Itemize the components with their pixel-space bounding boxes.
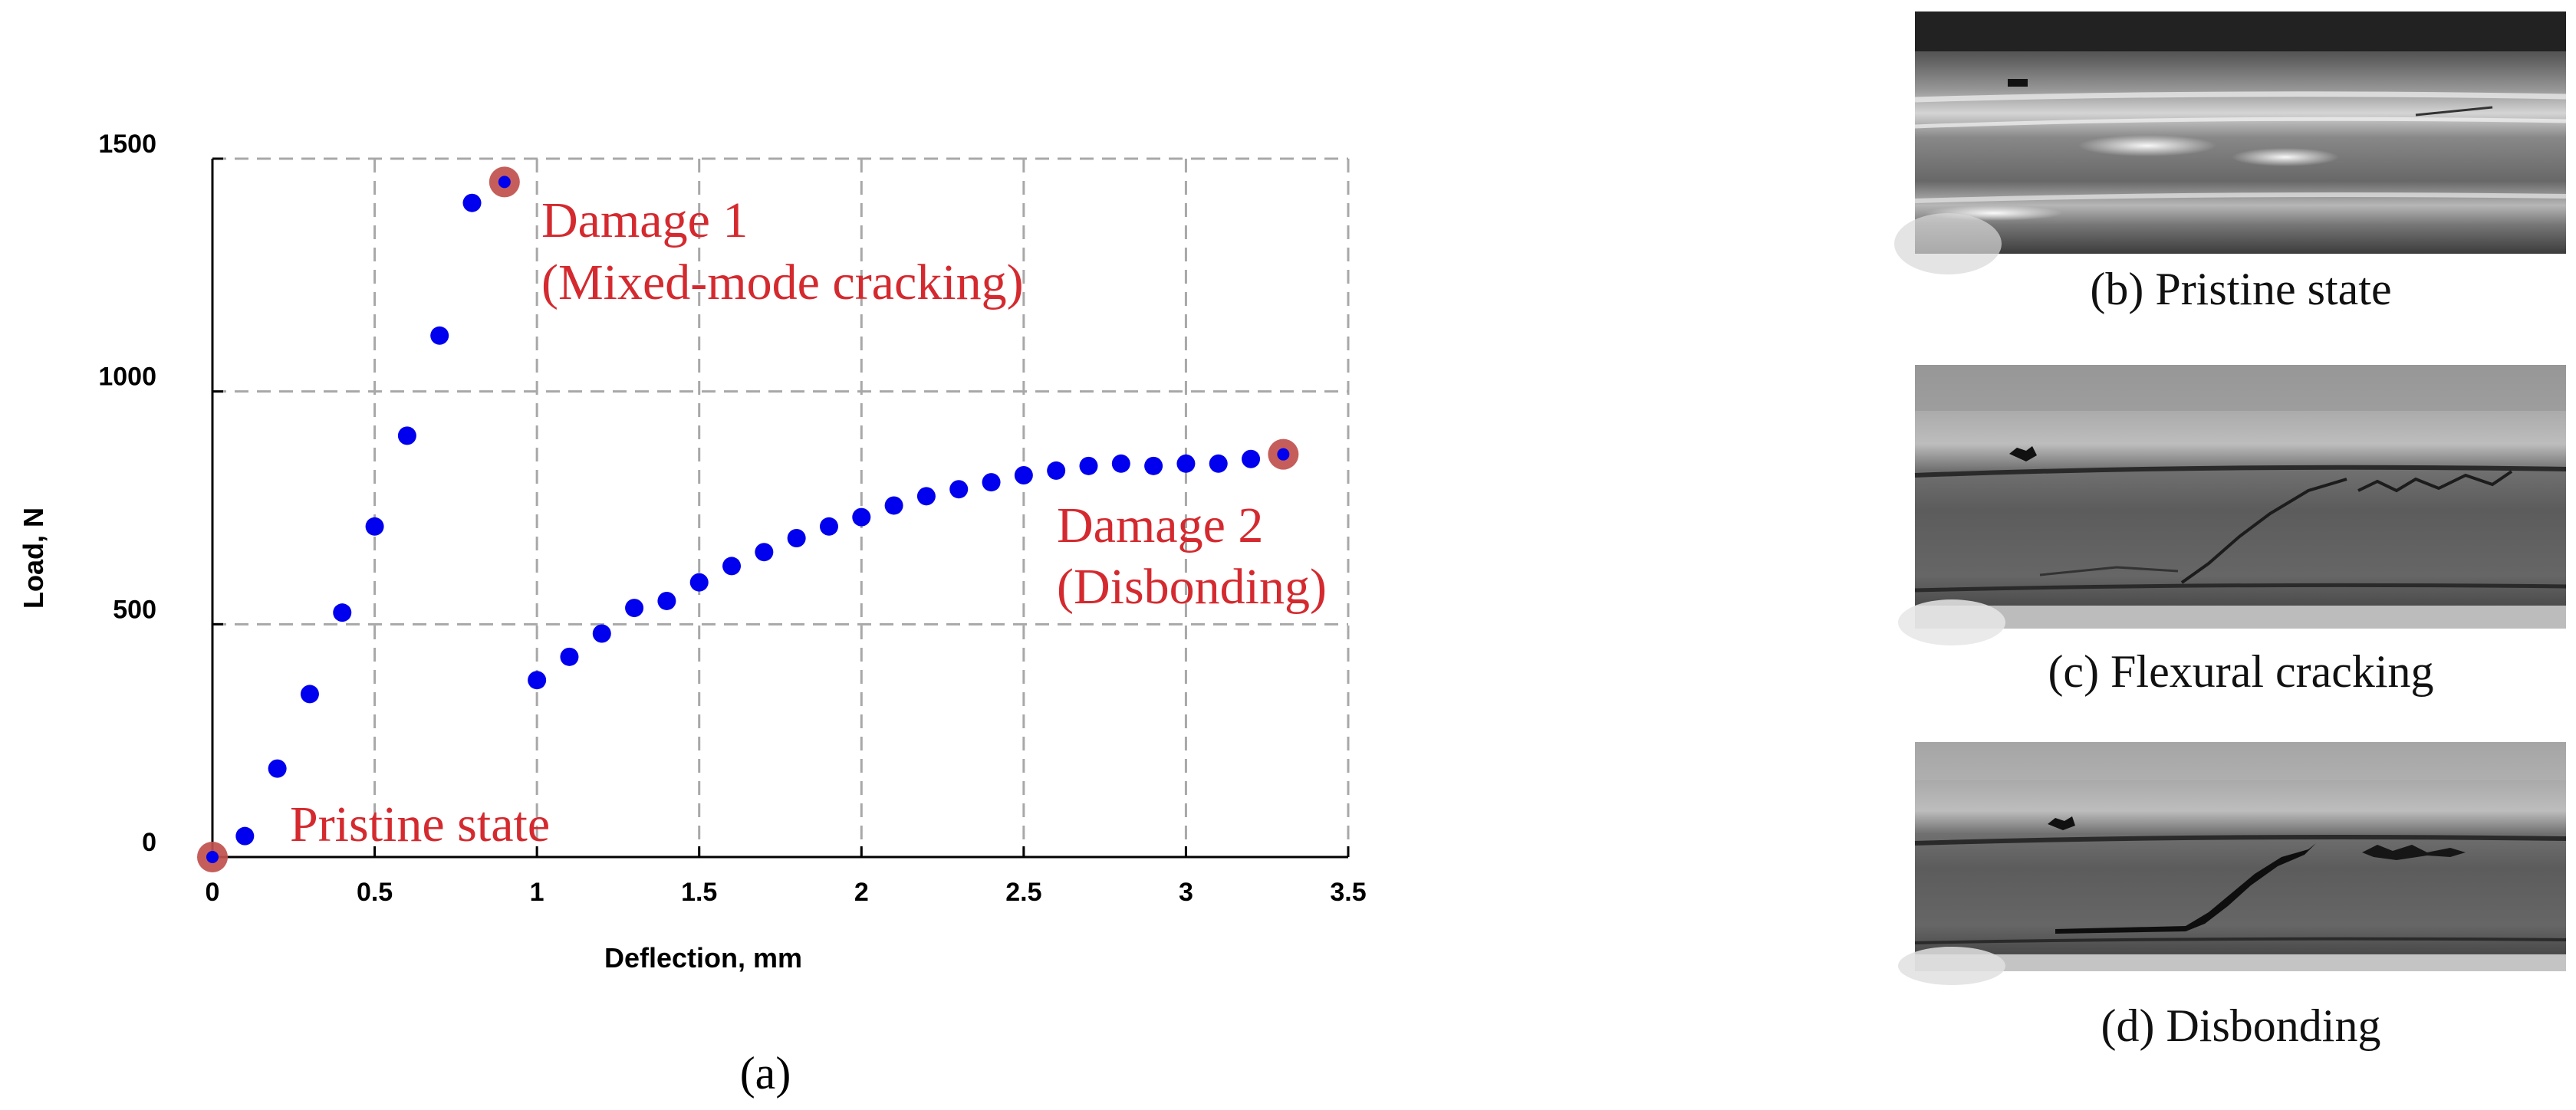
data-point (657, 591, 676, 610)
data-point (498, 176, 511, 189)
data-point (235, 826, 255, 846)
data-point (1209, 454, 1228, 473)
annotation-pristine-state: Pristine state (290, 796, 550, 852)
data-point (625, 599, 644, 618)
data-point (722, 557, 742, 576)
data-point (949, 480, 969, 499)
panel-label-a: (a) (740, 1048, 791, 1099)
data-point (916, 487, 936, 506)
data-point (787, 528, 806, 547)
annotation-damage-1-title: Damage 1 (541, 192, 748, 248)
y-tick-label: 1500 (98, 130, 156, 159)
y-tick-label: 0 (142, 828, 156, 857)
y-tick-label: 1000 (98, 363, 156, 392)
data-point (462, 193, 482, 212)
photo-caption-b: (b) Pristine state (2090, 264, 2391, 314)
data-point (206, 851, 219, 863)
data-point (1242, 449, 1261, 468)
x-tick-label: 0.5 (357, 878, 393, 907)
data-point (884, 496, 903, 515)
x-tick-label: 2 (854, 878, 869, 907)
data-point (755, 543, 774, 562)
x-tick-label: 1.5 (681, 878, 717, 907)
x-tick-labels: 0 0.5 1 1.5 2 2.5 3 3.5 (206, 878, 1367, 907)
axes (211, 157, 1350, 859)
gridlines (212, 157, 1350, 857)
data-point (1079, 456, 1098, 475)
data-point (689, 573, 709, 592)
data-point (982, 473, 1001, 492)
data-point (592, 624, 611, 643)
photo-disbonding (1898, 742, 2567, 985)
annotation-damage-2-mode: (Disbonding) (1057, 559, 1327, 615)
data-points (206, 176, 1290, 863)
data-point (852, 507, 871, 527)
x-tick-label: 2.5 (1005, 878, 1041, 907)
data-point (1176, 454, 1196, 473)
x-tick-label: 3.5 (1330, 878, 1366, 907)
x-tick-label: 1 (530, 878, 544, 907)
annotation-damage-2-title: Damage 2 (1057, 498, 1263, 553)
data-point (397, 426, 416, 445)
data-point (365, 517, 384, 536)
y-tick-label: 500 (113, 595, 156, 624)
photo-caption-d: (d) Disbonding (2101, 1000, 2381, 1051)
data-point (1144, 456, 1163, 475)
x-tick-label: 3 (1179, 878, 1193, 907)
data-point (819, 517, 838, 536)
photo-caption-c: (c) Flexural cracking (2048, 646, 2433, 697)
data-point (300, 685, 319, 704)
data-point (1014, 465, 1033, 484)
data-point (1047, 461, 1066, 480)
y-tick-labels: 0 500 1000 1500 (98, 130, 156, 857)
x-tick-label: 0 (206, 878, 220, 907)
data-point (268, 759, 287, 778)
photo-flexural-cracking (1898, 365, 2567, 645)
data-point (1111, 454, 1130, 473)
x-axis-label: Deflection, mm (604, 942, 802, 974)
load-deflection-chart: 0 0.5 1 1.5 2 2.5 3 3.5 0 500 1000 1500 Deflection… (18, 130, 1367, 1099)
data-point (560, 647, 579, 666)
data-point (528, 671, 547, 690)
data-point (1277, 448, 1290, 461)
data-point (333, 603, 352, 622)
annotation-damage-1-mode: (Mixed-mode cracking) (541, 255, 1024, 310)
photo-pristine-state (1894, 11, 2567, 274)
y-axis-label: Load, N (18, 507, 49, 609)
data-point (430, 326, 449, 345)
